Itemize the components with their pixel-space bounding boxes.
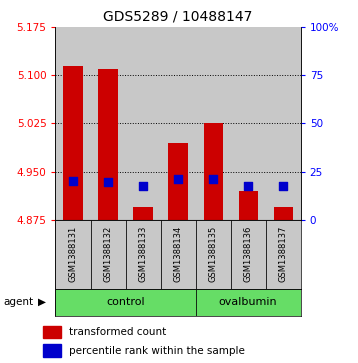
Bar xyxy=(195,220,231,289)
Point xyxy=(70,178,76,184)
Bar xyxy=(274,207,293,220)
Bar xyxy=(43,326,61,338)
Bar xyxy=(195,27,231,220)
Bar xyxy=(161,27,195,220)
Point xyxy=(210,176,216,182)
Bar xyxy=(55,220,91,289)
Bar xyxy=(266,27,301,220)
Bar xyxy=(161,220,195,289)
Text: GSM1388134: GSM1388134 xyxy=(174,226,183,282)
Bar xyxy=(231,220,266,289)
Text: transformed count: transformed count xyxy=(69,327,166,337)
Point xyxy=(105,180,111,185)
Bar xyxy=(126,220,161,289)
Text: agent: agent xyxy=(4,297,34,307)
Bar xyxy=(55,289,195,316)
Bar xyxy=(266,220,301,289)
Text: GSM1388135: GSM1388135 xyxy=(209,226,218,282)
Point xyxy=(140,183,146,188)
Bar xyxy=(195,289,301,316)
Bar xyxy=(91,220,126,289)
Text: ovalbumin: ovalbumin xyxy=(219,297,277,307)
Point xyxy=(175,176,181,182)
Bar xyxy=(91,27,126,220)
Text: ▶: ▶ xyxy=(38,297,45,307)
Bar xyxy=(238,191,258,220)
Text: GSM1388137: GSM1388137 xyxy=(279,226,288,282)
Bar xyxy=(203,123,223,220)
Text: GSM1388133: GSM1388133 xyxy=(139,226,147,282)
Text: GSM1388131: GSM1388131 xyxy=(68,226,77,282)
Bar xyxy=(126,27,161,220)
Bar xyxy=(55,27,91,220)
Point xyxy=(280,183,286,188)
Point xyxy=(245,183,251,188)
Bar xyxy=(134,207,153,220)
Text: control: control xyxy=(106,297,145,307)
Text: percentile rank within the sample: percentile rank within the sample xyxy=(69,346,245,356)
Title: GDS5289 / 10488147: GDS5289 / 10488147 xyxy=(103,9,253,23)
Bar xyxy=(169,143,188,220)
Bar xyxy=(231,27,266,220)
Text: GSM1388136: GSM1388136 xyxy=(244,226,253,282)
Text: GSM1388132: GSM1388132 xyxy=(103,226,112,282)
Bar xyxy=(98,69,118,220)
Bar xyxy=(63,66,83,220)
Bar xyxy=(43,344,61,357)
